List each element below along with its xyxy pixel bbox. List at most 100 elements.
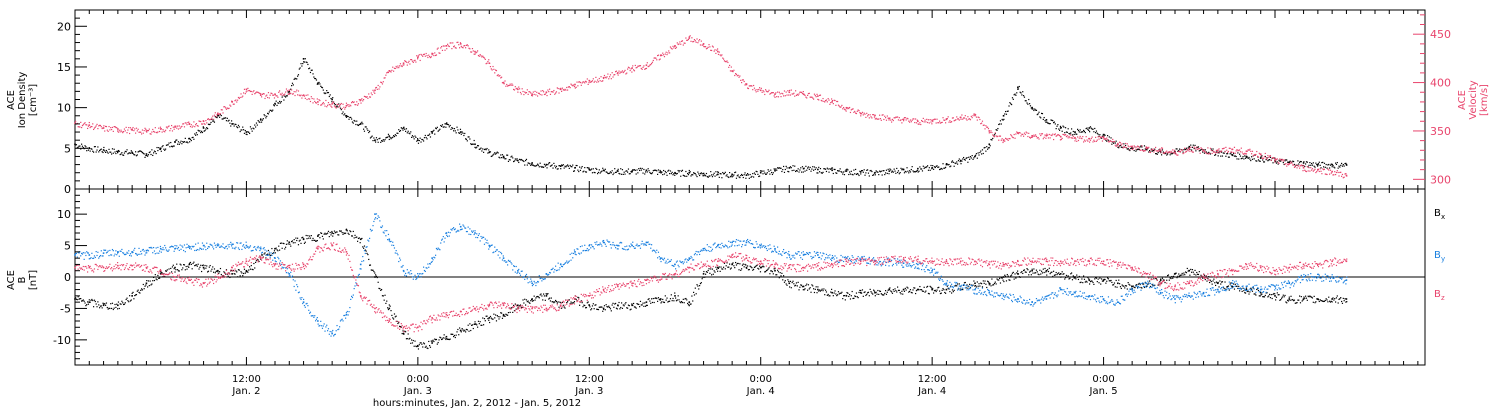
data-point bbox=[267, 92, 270, 94]
data-point bbox=[776, 274, 778, 276]
data-point bbox=[698, 288, 700, 290]
data-point bbox=[145, 154, 147, 157]
data-point bbox=[493, 313, 495, 315]
data-point bbox=[1209, 147, 1212, 149]
data-point bbox=[1244, 155, 1246, 157]
data-point bbox=[188, 266, 190, 268]
data-point bbox=[889, 168, 891, 170]
data-point bbox=[1185, 148, 1187, 151]
data-point bbox=[109, 307, 111, 310]
data-point bbox=[1323, 162, 1326, 164]
data-point bbox=[567, 164, 569, 166]
data-point bbox=[545, 92, 547, 94]
data-point bbox=[118, 150, 120, 152]
data-point bbox=[1063, 134, 1065, 136]
data-point bbox=[174, 125, 176, 127]
data-point bbox=[354, 234, 356, 236]
data-point bbox=[331, 230, 333, 233]
data-point bbox=[1019, 132, 1021, 134]
data-point bbox=[271, 92, 273, 95]
data-point bbox=[180, 126, 182, 128]
data-point bbox=[355, 236, 357, 239]
data-point bbox=[78, 298, 80, 300]
data-point bbox=[398, 67, 400, 69]
data-point bbox=[204, 129, 206, 132]
data-point bbox=[865, 116, 867, 119]
data-point bbox=[1188, 145, 1191, 148]
data-point bbox=[723, 58, 725, 60]
data-point bbox=[290, 88, 292, 90]
data-point bbox=[975, 116, 978, 118]
data-point bbox=[452, 127, 454, 130]
data-point bbox=[463, 45, 465, 47]
data-point bbox=[1002, 279, 1004, 281]
data-point bbox=[1061, 137, 1063, 140]
data-point bbox=[747, 174, 750, 176]
data-point bbox=[462, 47, 464, 49]
data-point bbox=[616, 72, 618, 75]
data-point bbox=[979, 118, 981, 121]
data-point bbox=[519, 91, 522, 94]
data-point bbox=[853, 297, 855, 299]
data-point bbox=[1262, 157, 1264, 159]
data-point bbox=[1197, 146, 1200, 148]
data-point bbox=[680, 43, 682, 45]
data-point bbox=[221, 109, 223, 111]
data-point bbox=[406, 64, 408, 66]
data-point bbox=[106, 151, 108, 153]
data-point bbox=[288, 89, 291, 92]
data-point bbox=[771, 271, 774, 273]
data-point bbox=[830, 102, 832, 104]
data-point bbox=[993, 282, 996, 285]
series-right bbox=[74, 35, 1348, 179]
data-point bbox=[411, 135, 414, 137]
data-point bbox=[830, 168, 832, 170]
data-point bbox=[203, 123, 205, 125]
data-point bbox=[817, 168, 819, 171]
data-point bbox=[1101, 278, 1103, 280]
data-point bbox=[1070, 134, 1072, 136]
data-point bbox=[126, 297, 128, 299]
data-point bbox=[245, 133, 247, 135]
data-point bbox=[597, 171, 600, 174]
data-point bbox=[507, 85, 509, 87]
data-point bbox=[434, 52, 436, 54]
data-point bbox=[1165, 276, 1167, 278]
data-point bbox=[836, 172, 838, 174]
data-point bbox=[427, 56, 429, 59]
data-point bbox=[1082, 136, 1084, 138]
data-point bbox=[915, 292, 917, 295]
data-point bbox=[1057, 272, 1059, 275]
data-point bbox=[1228, 156, 1230, 158]
data-point bbox=[1225, 155, 1227, 157]
data-point bbox=[385, 74, 387, 76]
data-point bbox=[813, 291, 816, 294]
data-point bbox=[636, 169, 638, 171]
data-point bbox=[807, 92, 810, 95]
data-point bbox=[198, 268, 200, 270]
data-point bbox=[749, 85, 751, 87]
data-point bbox=[278, 102, 280, 104]
data-point bbox=[1142, 149, 1144, 152]
data-point bbox=[1047, 270, 1050, 273]
data-point bbox=[823, 168, 825, 170]
data-point bbox=[201, 130, 203, 132]
data-point bbox=[160, 271, 162, 273]
data-point bbox=[1202, 150, 1204, 152]
data-point bbox=[152, 128, 154, 131]
data-point bbox=[1034, 272, 1036, 274]
data-point bbox=[350, 230, 352, 233]
data-point bbox=[1014, 273, 1016, 275]
data-point bbox=[288, 93, 290, 95]
data-point bbox=[1259, 295, 1261, 297]
data-point bbox=[506, 314, 508, 316]
data-point bbox=[363, 130, 366, 132]
data-point bbox=[327, 91, 330, 94]
data-point bbox=[885, 119, 888, 121]
data-point bbox=[969, 119, 972, 121]
data-point bbox=[929, 169, 931, 171]
data-point bbox=[457, 328, 459, 331]
data-point bbox=[1106, 140, 1108, 142]
data-point bbox=[544, 93, 546, 95]
data-point bbox=[1125, 285, 1128, 287]
